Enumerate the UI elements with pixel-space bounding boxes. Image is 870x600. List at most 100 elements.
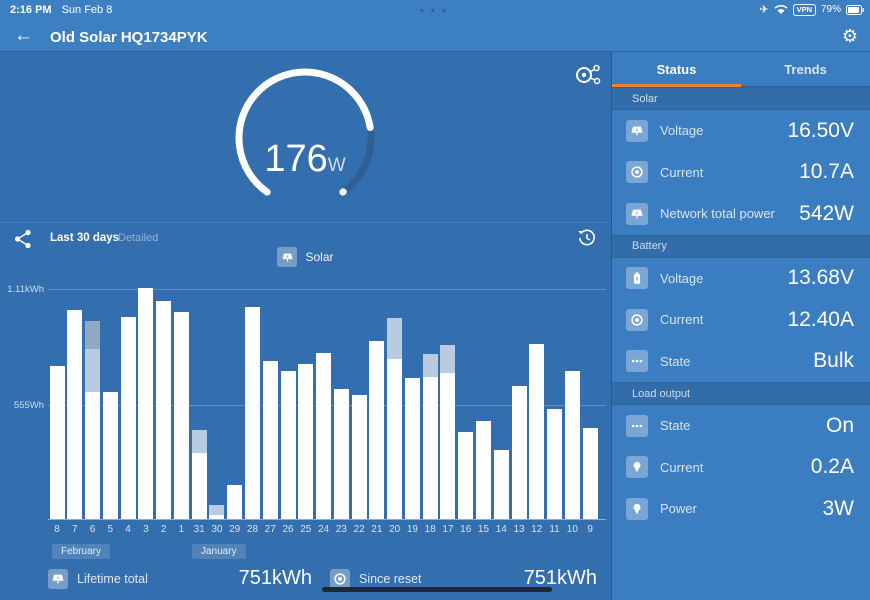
target-icon: [626, 308, 648, 331]
target-icon: [330, 568, 350, 589]
tab-trends[interactable]: Trends: [784, 61, 827, 77]
row-label: Voltage: [660, 270, 704, 286]
ve-smart-network-icon[interactable]: [572, 60, 602, 90]
bar-day-3[interactable]: [138, 288, 154, 519]
power-gauge: 176W: [225, 60, 385, 210]
tab-status[interactable]: Status: [612, 52, 741, 87]
gridline-max: [48, 289, 606, 290]
row-label: Power: [660, 501, 697, 517]
bar-segment-yield: [209, 514, 225, 519]
tab-detailed[interactable]: Detailed: [118, 232, 159, 244]
lifetime-total-group: Lifetime total 751kWh: [48, 567, 312, 590]
bar-segment-yield: [227, 484, 243, 519]
bar-day-29[interactable]: [227, 484, 243, 519]
solar-panel-icon: [277, 247, 298, 267]
bar-day-30[interactable]: [209, 504, 225, 519]
bar-day-24[interactable]: [316, 352, 332, 519]
bar-day-10[interactable]: [564, 371, 580, 519]
bar-day-26[interactable]: [280, 370, 296, 519]
xaxis-label-7: 7: [71, 524, 78, 535]
bar-day-2[interactable]: [156, 301, 172, 519]
bar-day-9[interactable]: [582, 428, 598, 519]
row-value: 10.7A: [799, 160, 854, 184]
row-label: State: [660, 418, 691, 434]
status-bar: 2:16 PM Sun Feb 8 • • • ✈ VPN 79%: [0, 0, 870, 22]
xaxis-label-21: 21: [371, 524, 383, 535]
row-label: Voltage: [660, 123, 704, 139]
bar-day-17[interactable]: [440, 345, 456, 519]
bar-day-16[interactable]: [458, 431, 474, 519]
bar-day-21[interactable]: [369, 341, 385, 519]
bar-day-19[interactable]: [404, 377, 420, 519]
xaxis-label-2: 2: [160, 524, 167, 535]
xaxis-label-15: 15: [477, 524, 490, 535]
xaxis-day-labels: 8 7 6 5 4 3 2 1 31 30 29 28 27 26 25 24 23 22 21 20 19 18 17 16…: [48, 524, 606, 538]
bar-day-31[interactable]: [191, 430, 207, 519]
total-label: Lifetime total: [77, 571, 148, 586]
bar-day-1[interactable]: [173, 311, 189, 519]
back-button[interactable]: ←: [14, 25, 33, 46]
xaxis-label-20: 20: [389, 524, 401, 535]
share-icon[interactable]: [14, 229, 32, 249]
status-row-current: Current 12.40A: [612, 299, 870, 341]
bar-segment-yield: [564, 371, 580, 519]
bar-day-14[interactable]: [493, 449, 509, 519]
bar-day-15[interactable]: [475, 420, 491, 519]
bar-day-20[interactable]: [387, 317, 403, 519]
bar-day-23[interactable]: [333, 389, 349, 519]
bar-day-27[interactable]: [262, 360, 278, 519]
airplane-mode-icon: ✈: [759, 4, 769, 16]
status-time-date: 2:16 PM Sun Feb 8: [10, 4, 112, 16]
bar-day-28[interactable]: [244, 307, 260, 519]
xaxis-label-11: 11: [549, 524, 560, 535]
bar-segment-yield: [298, 363, 314, 519]
bar-segment-overlay-light: [85, 348, 101, 392]
settings-gear-icon[interactable]: ⚙︎: [841, 26, 858, 46]
status-row-voltage: Voltage 16.50V: [612, 110, 870, 152]
bar-segment-yield: [138, 288, 154, 519]
bar-day-25[interactable]: [298, 363, 314, 519]
bar-day-18[interactable]: [422, 353, 438, 519]
bar-day-11[interactable]: [547, 408, 563, 519]
status-row-current: Current 0.2A: [612, 447, 870, 489]
tab-last-30-days[interactable]: Last 30 days: [50, 232, 120, 244]
row-value: 16.50V: [787, 118, 854, 142]
bar-segment-yield: [529, 343, 545, 519]
bar-segment-yield: [511, 386, 527, 519]
solar-panel-icon: [626, 202, 648, 225]
bar-day-13[interactable]: [511, 386, 527, 519]
bar-segment-yield: [422, 376, 438, 519]
xaxis-label-1: 1: [178, 524, 185, 535]
multitasking-dots-icon: • • •: [420, 5, 448, 17]
section-header-battery: Battery: [612, 234, 870, 258]
row-label: Current: [660, 312, 704, 328]
dots-icon: [626, 414, 648, 437]
bar-day-12[interactable]: [529, 343, 545, 519]
bar-segment-yield: [547, 408, 563, 519]
status-row-voltage: Voltage 13.68V: [612, 258, 870, 300]
bar-segment-yield: [244, 307, 260, 519]
xaxis-label-27: 27: [264, 524, 276, 535]
bar-segment-yield: [351, 394, 367, 519]
bar-segment-yield: [458, 431, 474, 519]
xaxis-label-16: 16: [460, 524, 472, 535]
totals-footer: Lifetime total 751kWh Since reset 751kWh: [0, 562, 611, 600]
bar-segment-yield: [67, 309, 83, 519]
history-icon[interactable]: [577, 228, 597, 248]
bulb-icon: [626, 456, 648, 479]
row-value: On: [825, 413, 854, 437]
status-row-current: Current 10.7A: [612, 152, 870, 194]
home-indicator-bar[interactable]: [322, 587, 552, 592]
row-value: 0.2A: [810, 455, 854, 479]
row-value: 542W: [799, 201, 854, 225]
bar-day-5[interactable]: [102, 392, 118, 519]
bar-day-6[interactable]: [85, 320, 101, 519]
bar-day-4[interactable]: [120, 316, 136, 519]
bar-day-7[interactable]: [67, 309, 83, 519]
bar-segment-overlay-light: [422, 353, 438, 377]
bar-day-22[interactable]: [351, 394, 367, 519]
xaxis-label-3: 3: [143, 524, 149, 535]
vpn-badge: VPN: [792, 3, 816, 16]
bar-day-8[interactable]: [49, 366, 65, 519]
gauge-watts-unit: W: [327, 155, 346, 176]
